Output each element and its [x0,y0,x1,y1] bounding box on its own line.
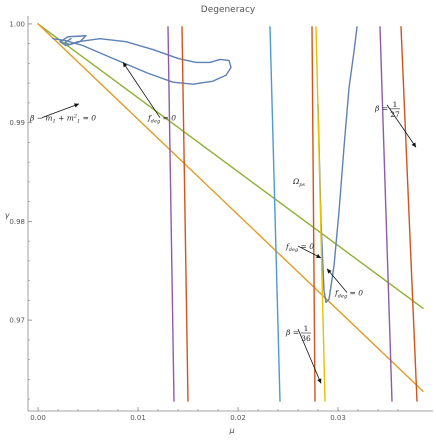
x-axis-title: μ [228,426,234,435]
series-line-5 [167,26,175,402]
annotation-label: β = [285,328,299,337]
annotation-layer: fdeg = 0 β − m1 + m21 = 0 Ωps fdeg = 0 fdeg … [29,62,417,384]
annotation-beta-1-36: β = 136 [285,324,322,384]
series-line-3 [52,35,232,85]
x-tick-label: 0.01 [130,414,146,422]
series-line-9 [315,26,326,402]
annotation-label: fdeg = 0 [285,242,314,253]
annotation-arrow-line [122,62,161,118]
annotation-arrow-line [386,104,417,148]
y-ticks: 1.00 0.99 0.98 0.97 [9,20,32,400]
chart-title: Degeneracy [201,5,256,15]
series-line-2 [37,23,424,392]
annotation-omega-ps: Ωps [292,177,305,188]
annotation-f-deg-2: fdeg = 0 [285,242,322,259]
y-tick-label: 0.99 [9,119,25,127]
annotation-frac-num: 1 [304,324,309,333]
series-line-4 [317,26,358,304]
series-line-1 [37,23,424,309]
annotation-arrowhead [327,268,332,274]
series-layer [37,23,424,402]
y-tick-label: 0.98 [9,218,25,226]
y-tick-label: 0.97 [9,317,25,325]
annotation-arrow-line [326,268,348,293]
annotation-frac-num: 1 [393,100,398,109]
annotation-arrow-line [41,103,80,119]
series-line-8 [311,26,316,402]
annotation-f-deg-1: fdeg = 0 [122,62,176,125]
annotation-f-deg-3: fdeg = 0 [326,268,363,299]
x-tick-label: 0.03 [330,414,346,422]
annotation-arrowhead [411,142,416,148]
annotation-arrowhead [317,378,322,384]
annotation-label: β = [374,104,388,113]
series-line-11 [400,26,418,402]
axes: 0.00 0.01 0.02 0.03 1.00 0.99 0.98 0.97 [9,16,433,422]
x-tick-label: 0.02 [230,414,246,422]
annotation-arrowhead [315,253,321,258]
annotation-arrow-line [297,328,322,384]
y-tick-label: 1.00 [9,20,25,28]
x-tick-label: 0.00 [30,414,46,422]
y-axis-title: γ [5,211,11,220]
annotation-arrowhead [123,62,128,68]
annotation-label: fdeg = 0 [334,288,363,299]
annotation-arrowhead [74,103,79,108]
annotation-frac-den: 27 [390,110,400,119]
annotation-beta-1-27: β = 127 [374,100,417,148]
series-line-10 [379,26,393,402]
annotation-beta-curve: β − m1 + m21 = 0 [29,103,96,125]
series-line-6 [181,26,189,402]
x-ticks: 0.00 0.01 0.02 0.03 [30,407,399,422]
annotation-label: β − m1 + m21 = 0 [29,114,96,125]
annotation-frac-den: 36 [301,334,311,343]
series-line-7 [269,26,281,402]
annotation-label: Ωps [292,177,305,188]
annotation-label: fdeg = 0 [147,114,176,125]
